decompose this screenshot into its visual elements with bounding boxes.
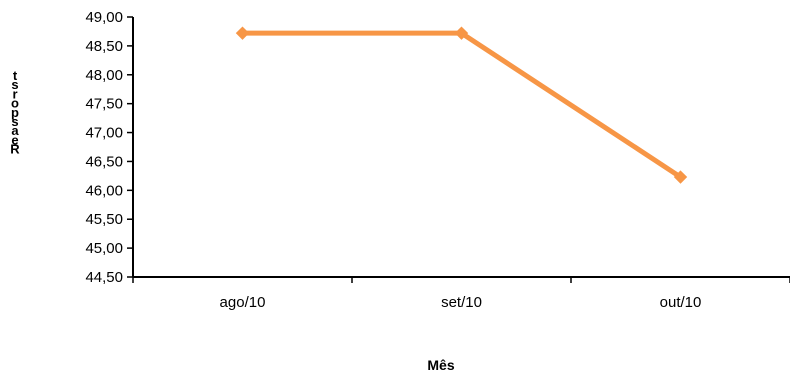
y-tick-label: 45,00 bbox=[85, 240, 123, 257]
data-point bbox=[235, 26, 250, 40]
y-tick-label: 47,00 bbox=[85, 125, 123, 142]
y-axis-title-char: s bbox=[11, 77, 18, 92]
y-tick-label: 48,50 bbox=[85, 38, 123, 55]
y-axis-title-char: p bbox=[11, 105, 19, 120]
y-tick-label: 48,00 bbox=[85, 67, 123, 84]
y-tick-label: 47,50 bbox=[85, 96, 123, 113]
y-tick-label: 46,50 bbox=[85, 153, 123, 170]
y-axis-title-char: t bbox=[13, 68, 18, 83]
y-axis-title-char: o bbox=[11, 96, 19, 111]
x-axis-title: Mês bbox=[427, 357, 454, 373]
data-point bbox=[673, 170, 688, 184]
x-ticks: ago/10 set/10 out/10 bbox=[132, 277, 790, 311]
x-tick-label: set/10 bbox=[441, 294, 482, 311]
data-point bbox=[454, 26, 469, 40]
y-tick-label: 44,50 bbox=[85, 269, 123, 286]
y-axis-title-char: s bbox=[11, 114, 18, 129]
y-ticks: 44,50 45,00 45,50 46,00 46,50 47,00 47,50 48,00… bbox=[85, 9, 133, 286]
y-axis-title-char: r bbox=[12, 86, 17, 101]
y-tick-label: 46,00 bbox=[85, 182, 123, 199]
x-tick-label: out/10 bbox=[660, 294, 702, 311]
series-layer bbox=[235, 26, 688, 184]
series-line bbox=[242, 30, 682, 180]
y-axis-title-char: R bbox=[10, 142, 20, 157]
plot-area bbox=[132, 17, 790, 278]
x-tick-label: ago/10 bbox=[220, 294, 266, 311]
y-axis-title-char: e bbox=[11, 132, 18, 147]
y-axis-title-char: a bbox=[11, 123, 19, 138]
y-tick-label: 45,50 bbox=[85, 211, 123, 228]
y-tick-label: 49,00 bbox=[85, 9, 123, 26]
